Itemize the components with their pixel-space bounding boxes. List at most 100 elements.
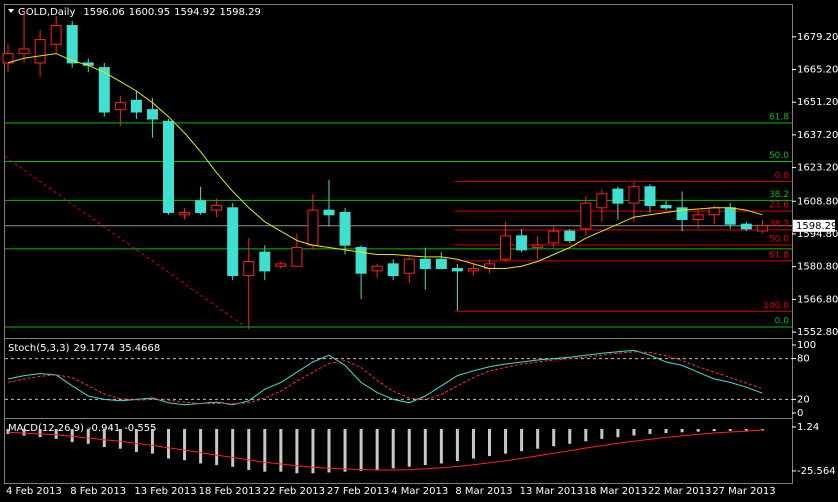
macd-bar (536, 429, 540, 449)
macd-bar (488, 429, 491, 457)
stoch-line (7, 351, 763, 404)
candle-body (451, 268, 463, 272)
low: 1594.92 (174, 7, 215, 18)
candle-body (435, 258, 447, 270)
macd-bar (22, 429, 26, 436)
macd-bar (407, 429, 411, 467)
open: 1596.06 (83, 7, 124, 18)
macd-bar (664, 429, 668, 434)
candle-body (564, 230, 576, 242)
candle-body (323, 209, 335, 216)
fib-label: 50.0 (769, 234, 789, 244)
macd-bar (616, 429, 620, 438)
fib-label: 38.2 (769, 219, 789, 229)
y-tick-label: -25.564 (797, 466, 836, 477)
fib-label: 61.8 (769, 112, 789, 122)
bid-label: 1598.29 (796, 221, 837, 232)
x-tick-label: 22 Mar 2013 (648, 486, 711, 497)
candle-body (66, 25, 78, 64)
macd-bar (183, 429, 187, 461)
candle-body (146, 109, 158, 120)
macd-bar (327, 429, 331, 473)
fib-label: 0.0 (775, 316, 790, 326)
y-tick-label: 1552.80 (797, 327, 838, 338)
macd-bar (118, 429, 122, 449)
candle-body (403, 258, 415, 274)
fib-label: 38.2 (769, 190, 789, 200)
candle-body (163, 120, 174, 213)
fib-label: 50.0 (769, 151, 789, 161)
macd-bar (54, 429, 58, 439)
macd-bar (102, 429, 106, 448)
macd-bar (391, 429, 395, 469)
x-tick-label: 18 Feb 2013 (199, 486, 261, 497)
frame (4, 4, 793, 484)
macd-bar (359, 429, 363, 471)
candle-body (644, 186, 656, 206)
candle-body (467, 268, 479, 272)
macd-bar (423, 429, 427, 466)
fib-label: 23.6 (769, 201, 789, 211)
candle-body (676, 207, 688, 220)
x-tick-label: 22 Feb 2013 (263, 486, 325, 497)
macd-bar (744, 429, 748, 431)
y-tick-label: 1679.20 (797, 32, 838, 43)
candle-body (628, 186, 640, 204)
macd-bar (584, 429, 588, 442)
candle-body (18, 48, 30, 55)
candle-body (130, 99, 142, 113)
macd-bar (247, 429, 251, 471)
y-tick-label: 0 (797, 408, 803, 419)
macd-bar (648, 429, 652, 434)
y-tick-label: 1637.20 (797, 130, 838, 141)
y-tick-label: 1594.80 (797, 229, 838, 240)
x-tick-label: 4 Mar 2013 (391, 486, 448, 497)
macd-signal-line (7, 429, 763, 471)
macd-bar (568, 429, 572, 444)
trendline (4, 155, 243, 326)
candle-body (724, 207, 736, 225)
macd-bar (712, 429, 716, 432)
x-tick-label: 8 Feb 2013 (70, 486, 126, 497)
stoch-signal: 35.4668 (119, 343, 160, 354)
macd-bar (600, 429, 604, 439)
y-tick-label: 1608.80 (797, 196, 838, 207)
y-tick-label: 1665.20 (797, 64, 838, 75)
macd-bar (295, 429, 299, 474)
symbol: GOLD,Daily (18, 7, 75, 18)
macd-bar (680, 429, 684, 433)
candle-body (548, 230, 560, 244)
candle-body (355, 247, 367, 274)
macd-bar (632, 429, 636, 436)
macd-bar (696, 429, 700, 432)
macd-signal: -0.555 (124, 423, 156, 434)
candle-body (227, 207, 239, 277)
macd-bar (134, 429, 138, 452)
stoch-main: 29.1774 (73, 343, 114, 354)
macd-title: MACD(12,26,9) (8, 423, 84, 434)
candle-body (580, 202, 592, 230)
candle-body (371, 265, 383, 272)
x-tick-label: 27 Mar 2013 (712, 486, 775, 497)
macd-bar (86, 429, 90, 444)
y-tick-label: 80 (797, 354, 810, 365)
y-tick-label: 1566.80 (797, 294, 838, 305)
menu-arrow[interactable] (8, 9, 14, 13)
moving-average (7, 53, 763, 269)
x-tick-label: 4 Feb 2013 (6, 486, 62, 497)
candle-body (387, 263, 399, 277)
candle-body (34, 39, 46, 64)
macd-bar (311, 429, 315, 474)
candle-body (211, 204, 223, 211)
candle-body (419, 258, 431, 270)
y-tick-label: 100 (797, 340, 816, 351)
candle-body (596, 193, 608, 209)
candle-body (307, 209, 319, 246)
macd-bar (520, 429, 524, 452)
fib-label: 61.8 (769, 250, 789, 260)
fib-label: 100.0 (763, 301, 789, 311)
candle-body (291, 247, 303, 267)
x-tick-label: 13 Mar 2013 (520, 486, 583, 497)
candle-body (500, 235, 512, 260)
x-tick-label: 13 Feb 2013 (134, 486, 196, 497)
